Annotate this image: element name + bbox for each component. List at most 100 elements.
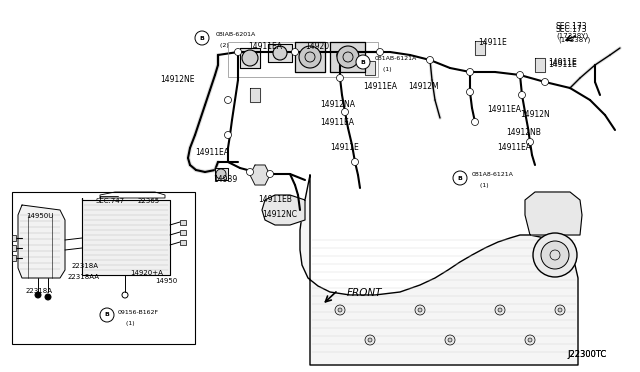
Polygon shape: [365, 61, 375, 75]
Circle shape: [558, 308, 562, 312]
Text: 14911E: 14911E: [330, 143, 359, 152]
Text: (17338Y): (17338Y): [556, 32, 588, 38]
Text: FRONT: FRONT: [347, 288, 383, 298]
Circle shape: [225, 131, 232, 138]
Circle shape: [518, 92, 525, 99]
Text: B: B: [104, 312, 109, 317]
Text: 14912NC: 14912NC: [262, 210, 297, 219]
Bar: [12, 245, 16, 251]
Text: 14911EA: 14911EA: [497, 143, 531, 152]
Text: 22318A: 22318A: [72, 263, 99, 269]
Circle shape: [342, 109, 349, 115]
Circle shape: [266, 170, 273, 177]
Circle shape: [246, 169, 253, 176]
Text: 14911EB: 14911EB: [258, 195, 292, 204]
Circle shape: [516, 71, 524, 78]
Text: 14911EA: 14911EA: [195, 148, 229, 157]
Polygon shape: [300, 175, 578, 365]
Text: (1): (1): [375, 67, 392, 72]
Text: 14950: 14950: [155, 278, 177, 284]
Circle shape: [273, 46, 287, 60]
Circle shape: [555, 305, 565, 315]
Text: 09156-B162F: 09156-B162F: [118, 310, 159, 315]
Circle shape: [415, 305, 425, 315]
Text: B: B: [360, 60, 365, 64]
Polygon shape: [250, 88, 260, 102]
Text: (2): (2): [216, 43, 228, 48]
Text: 14920: 14920: [305, 42, 329, 51]
Polygon shape: [240, 48, 260, 68]
Text: 22318A: 22318A: [26, 288, 53, 294]
Circle shape: [337, 46, 359, 68]
Text: 14911EA: 14911EA: [363, 82, 397, 91]
Text: 14912M: 14912M: [408, 82, 438, 91]
Circle shape: [495, 305, 505, 315]
Circle shape: [216, 169, 226, 179]
Circle shape: [356, 55, 370, 69]
Bar: [180, 220, 186, 225]
Polygon shape: [82, 198, 170, 275]
Bar: [12, 192, 195, 344]
Text: SEC.173: SEC.173: [556, 22, 588, 31]
Bar: [180, 240, 186, 245]
Polygon shape: [525, 192, 582, 235]
Circle shape: [376, 48, 383, 55]
Text: SEC.747: SEC.747: [95, 198, 124, 204]
Circle shape: [242, 50, 258, 66]
Text: 14912NE: 14912NE: [160, 75, 195, 84]
Circle shape: [100, 308, 114, 322]
Polygon shape: [18, 205, 65, 278]
Circle shape: [528, 338, 532, 342]
Circle shape: [291, 48, 298, 55]
Circle shape: [234, 48, 241, 55]
Bar: [180, 230, 186, 235]
Circle shape: [527, 138, 534, 145]
Text: 081AB-6121A: 081AB-6121A: [375, 56, 417, 61]
Text: (17338Y): (17338Y): [558, 36, 590, 42]
Circle shape: [337, 51, 344, 58]
Circle shape: [533, 233, 577, 277]
Text: (1): (1): [472, 183, 488, 188]
Text: 14911E: 14911E: [478, 38, 507, 47]
Circle shape: [448, 338, 452, 342]
Text: 081A8-6121A: 081A8-6121A: [472, 172, 514, 177]
Text: (1): (1): [118, 321, 134, 326]
Text: B: B: [200, 35, 204, 41]
Text: 14920+A: 14920+A: [130, 270, 163, 276]
Text: 22318AA: 22318AA: [68, 274, 100, 280]
Circle shape: [541, 241, 569, 269]
Circle shape: [337, 74, 344, 81]
Text: 14911EA: 14911EA: [320, 118, 354, 127]
Circle shape: [418, 308, 422, 312]
Polygon shape: [250, 165, 270, 185]
Circle shape: [467, 68, 474, 76]
Circle shape: [365, 335, 375, 345]
Circle shape: [195, 31, 209, 45]
Circle shape: [225, 96, 232, 103]
Circle shape: [338, 308, 342, 312]
Text: 14939: 14939: [213, 175, 237, 184]
Polygon shape: [535, 58, 545, 72]
Text: 14912N: 14912N: [520, 110, 550, 119]
Polygon shape: [215, 168, 228, 180]
Text: 08IAB-6201A: 08IAB-6201A: [216, 32, 256, 37]
Circle shape: [351, 158, 358, 166]
Circle shape: [445, 335, 455, 345]
Circle shape: [299, 46, 321, 68]
Circle shape: [472, 119, 479, 125]
Text: 22365: 22365: [138, 198, 160, 204]
Polygon shape: [475, 41, 485, 55]
Circle shape: [368, 338, 372, 342]
Bar: [228, 42, 378, 77]
Text: 14911E: 14911E: [548, 60, 577, 69]
Circle shape: [467, 89, 474, 96]
Polygon shape: [268, 44, 292, 62]
Text: 14911E: 14911E: [548, 58, 577, 67]
Polygon shape: [262, 195, 305, 225]
Bar: [12, 235, 16, 241]
Circle shape: [498, 308, 502, 312]
Circle shape: [426, 57, 433, 64]
Text: J22300TC: J22300TC: [567, 350, 606, 359]
Polygon shape: [295, 42, 325, 72]
Text: B: B: [458, 176, 463, 180]
